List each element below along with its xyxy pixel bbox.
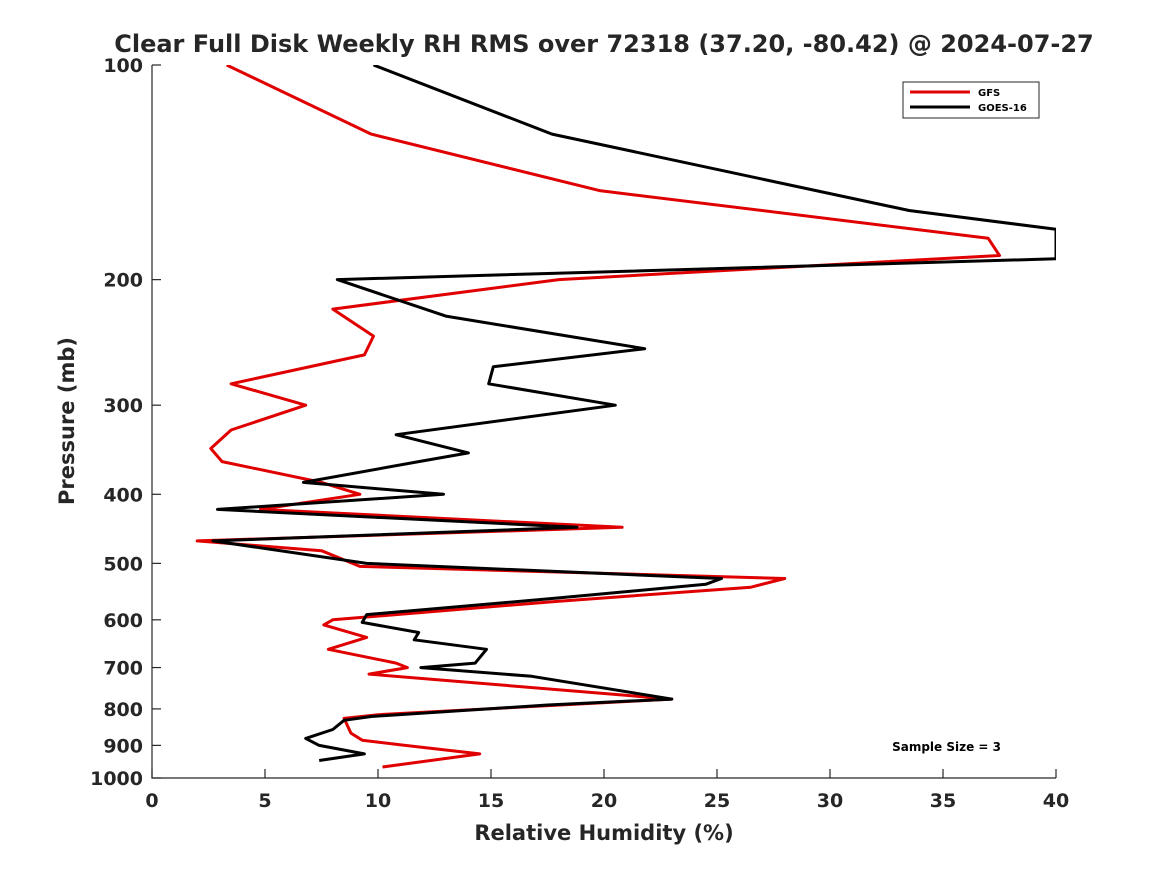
x-tick-label: 35 — [930, 790, 956, 812]
series-layer — [195, 65, 1056, 769]
y-tick-label: 500 — [103, 553, 143, 575]
legend-box — [902, 81, 1040, 119]
legend-label: GFS — [978, 88, 1000, 99]
x-tick-label: 30 — [817, 790, 843, 812]
x-tick-label: 40 — [1043, 790, 1069, 812]
y-tick-label: 100 — [103, 55, 143, 77]
y-tick-label: 800 — [103, 699, 143, 721]
x-tick-label: 5 — [258, 790, 271, 812]
sample-size-annotation: Sample Size = 3 — [892, 740, 1001, 754]
x-tick-label: 25 — [704, 790, 730, 812]
y-tick-label: 200 — [103, 270, 143, 292]
y-tick-label: 900 — [103, 735, 143, 757]
series-line-goes-16 — [211, 65, 1056, 762]
x-axis-label: Relative Humidity (%) — [474, 821, 733, 845]
x-tick-label: 10 — [365, 790, 391, 812]
x-tick-label: 20 — [591, 790, 617, 812]
y-axis-label: Pressure (mb) — [55, 337, 79, 505]
y-tick-label: 1000 — [90, 768, 143, 790]
x-tick-label: 0 — [145, 790, 158, 812]
y-axis: 100 200 300 400 500 600 700 800 900 1000 — [90, 55, 161, 790]
plot-area — [152, 65, 1056, 778]
x-axis: 0 5 10 15 20 25 30 35 40 — [145, 769, 1069, 812]
chart-title: Clear Full Disk Weekly RH RMS over 72318… — [114, 30, 1094, 58]
y-tick-label: 300 — [103, 395, 143, 417]
legend: GFS GOES-16 — [902, 81, 1040, 119]
y-tick-label: 600 — [103, 610, 143, 632]
y-tick-label: 400 — [103, 484, 143, 506]
x-tick-label: 15 — [478, 790, 504, 812]
legend-label: GOES-16 — [978, 103, 1027, 114]
y-tick-label: 700 — [103, 658, 143, 680]
